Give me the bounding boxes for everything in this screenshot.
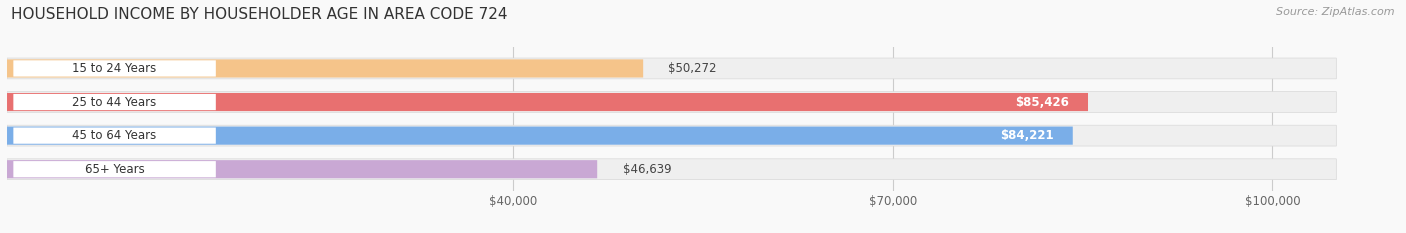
Text: Source: ZipAtlas.com: Source: ZipAtlas.com	[1277, 7, 1395, 17]
Text: $84,221: $84,221	[1000, 129, 1053, 142]
FancyBboxPatch shape	[14, 60, 217, 77]
FancyBboxPatch shape	[7, 125, 1336, 146]
Text: 45 to 64 Years: 45 to 64 Years	[73, 129, 156, 142]
FancyBboxPatch shape	[7, 58, 1336, 79]
Text: 25 to 44 Years: 25 to 44 Years	[73, 96, 156, 109]
Text: $50,272: $50,272	[668, 62, 717, 75]
FancyBboxPatch shape	[14, 94, 217, 110]
FancyBboxPatch shape	[7, 93, 1088, 111]
FancyBboxPatch shape	[7, 159, 1336, 180]
Text: $85,426: $85,426	[1015, 96, 1069, 109]
FancyBboxPatch shape	[14, 127, 217, 144]
FancyBboxPatch shape	[14, 161, 217, 177]
FancyBboxPatch shape	[7, 127, 1073, 145]
Text: 15 to 24 Years: 15 to 24 Years	[73, 62, 156, 75]
Text: 65+ Years: 65+ Years	[84, 163, 145, 176]
Text: $46,639: $46,639	[623, 163, 671, 176]
FancyBboxPatch shape	[7, 59, 643, 78]
FancyBboxPatch shape	[7, 160, 598, 178]
FancyBboxPatch shape	[7, 92, 1336, 113]
Text: HOUSEHOLD INCOME BY HOUSEHOLDER AGE IN AREA CODE 724: HOUSEHOLD INCOME BY HOUSEHOLDER AGE IN A…	[11, 7, 508, 22]
